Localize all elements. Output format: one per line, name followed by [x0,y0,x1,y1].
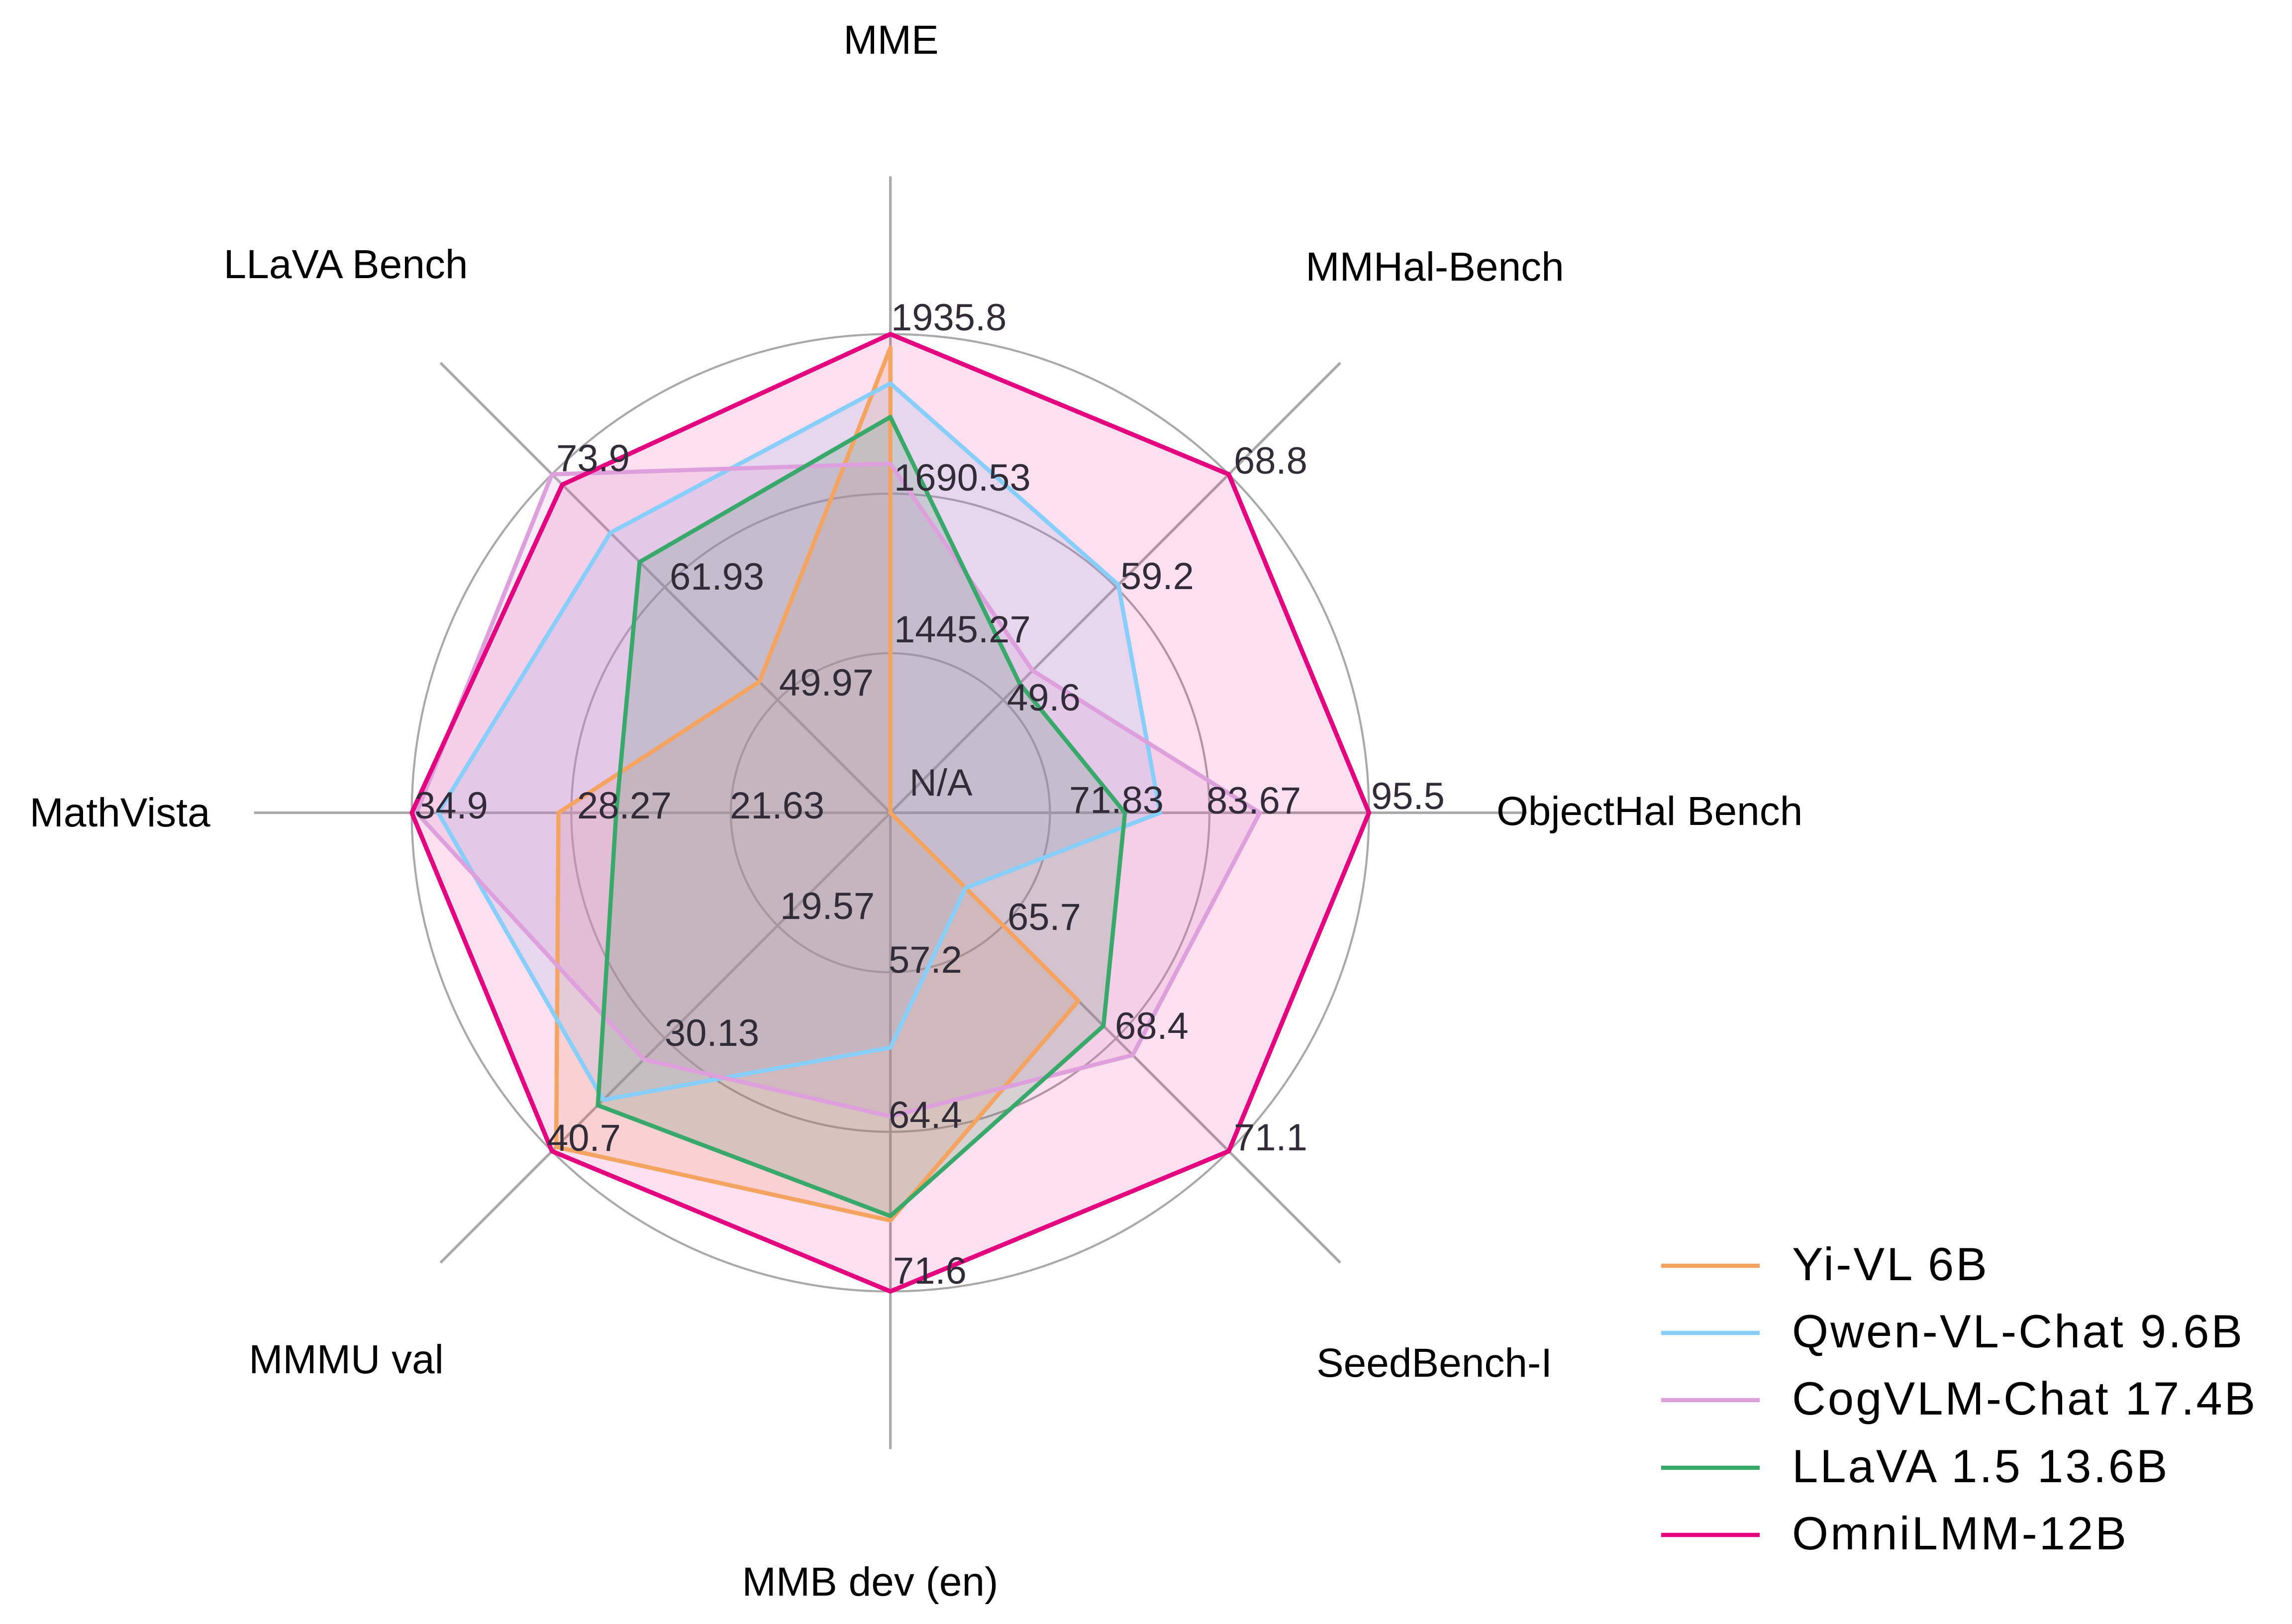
svg-text:19.57: 19.57 [780,885,875,927]
svg-text:LLaVA 1.5 13.6B: LLaVA 1.5 13.6B [1792,1440,2170,1492]
svg-text:49.6: 49.6 [1007,677,1081,719]
svg-text:N/A: N/A [909,762,973,804]
svg-text:95.5: 95.5 [1371,775,1445,817]
svg-text:64.4: 64.4 [889,1094,962,1136]
svg-text:MathVista: MathVista [29,790,210,835]
svg-text:65.7: 65.7 [1007,896,1081,938]
svg-text:1935.8: 1935.8 [891,297,1006,339]
svg-text:ObjectHal Bench: ObjectHal Bench [1496,789,1802,834]
svg-text:71.1: 71.1 [1234,1116,1307,1159]
svg-text:34.9: 34.9 [414,785,488,827]
svg-text:71.6: 71.6 [893,1250,967,1292]
svg-text:49.97: 49.97 [779,662,874,704]
svg-text:OmniLMM-12B: OmniLMM-12B [1792,1507,2128,1559]
svg-text:1445.27: 1445.27 [894,609,1031,651]
svg-text:21.63: 21.63 [730,785,824,827]
svg-text:MME: MME [843,17,938,63]
svg-text:57.2: 57.2 [889,939,962,981]
svg-text:SeedBench-I: SeedBench-I [1316,1340,1552,1386]
svg-text:61.93: 61.93 [670,556,764,598]
svg-text:28.27: 28.27 [577,785,672,827]
svg-text:Qwen-VL-Chat 9.6B: Qwen-VL-Chat 9.6B [1792,1305,2244,1357]
svg-text:40.7: 40.7 [547,1117,621,1159]
svg-text:LLaVA Bench: LLaVA Bench [224,242,468,287]
svg-text:59.2: 59.2 [1120,555,1194,598]
svg-text:71.83: 71.83 [1069,779,1164,821]
svg-text:30.13: 30.13 [665,1012,759,1054]
svg-text:Yi-VL 6B: Yi-VL 6B [1792,1238,1989,1290]
svg-text:1690.53: 1690.53 [894,457,1031,499]
svg-text:MMHal-Bench: MMHal-Bench [1305,244,1564,290]
svg-text:83.67: 83.67 [1206,780,1301,822]
svg-text:MMB dev (en): MMB dev (en) [742,1559,998,1605]
svg-text:68.4: 68.4 [1115,1005,1189,1047]
svg-text:MMMU val: MMMU val [249,1337,444,1382]
svg-text:73.9: 73.9 [556,437,630,480]
svg-text:CogVLM-Chat 17.4B: CogVLM-Chat 17.4B [1792,1372,2257,1424]
svg-text:68.8: 68.8 [1234,440,1307,482]
